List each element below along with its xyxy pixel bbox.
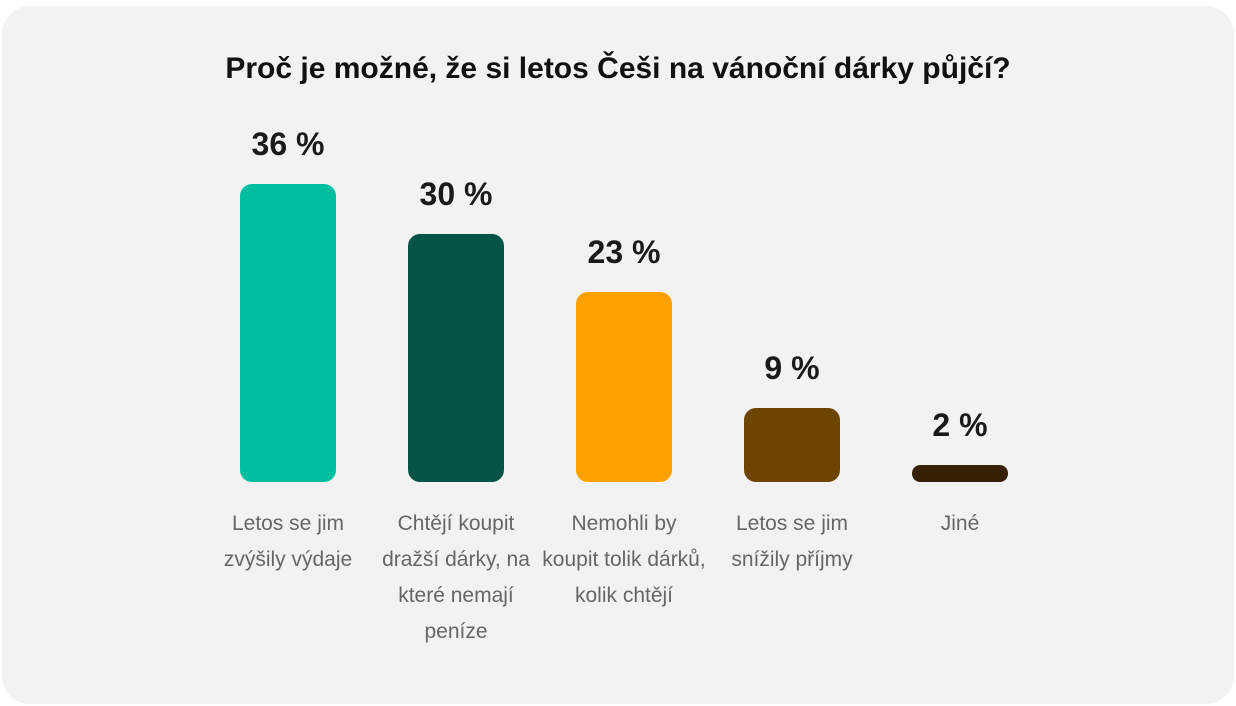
bar xyxy=(912,465,1008,482)
category-label: Chtějí koupit dražší dárky, na které nem… xyxy=(382,512,530,643)
bar xyxy=(240,184,336,482)
value-label: 23 % xyxy=(587,233,661,270)
bar xyxy=(744,407,840,482)
category-label: Jiné xyxy=(940,512,980,535)
category-label: Nemohli by koupit tolik dárků, kolik cht… xyxy=(542,512,706,607)
bar xyxy=(576,291,672,482)
value-label: 2 % xyxy=(932,407,988,444)
value-label: 30 % xyxy=(419,175,493,212)
bar xyxy=(408,233,504,482)
chart-title: Proč je možné, že si letos Češi na vánoč… xyxy=(225,52,1011,85)
category-label: Letos se jim zvýšily výdaje xyxy=(223,512,353,571)
value-label: 9 % xyxy=(764,349,820,386)
value-label: 36 % xyxy=(251,126,325,162)
category-label: Letos se jim snížily příjmy xyxy=(731,512,853,571)
